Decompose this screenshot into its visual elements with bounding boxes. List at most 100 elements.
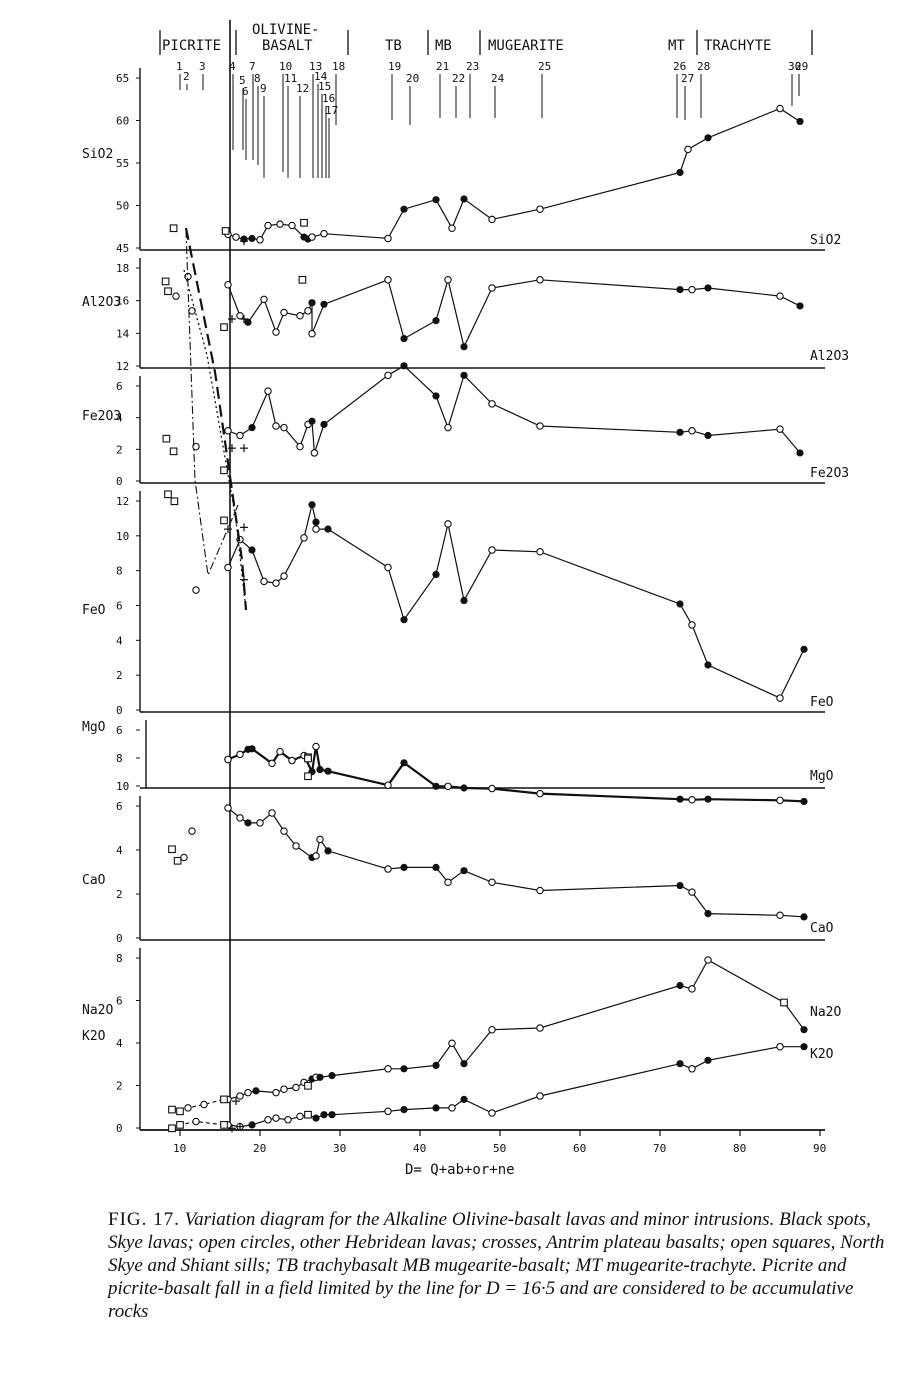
y-tick-label: 0 [116,475,123,488]
filled-point [328,1072,336,1080]
open-point [192,442,200,451]
x-tick-label: 10 [173,1142,186,1155]
open-point [448,1104,456,1112]
open-point [776,1042,784,1051]
square-point [304,754,312,763]
panel-label-right: SiO2 [810,233,841,248]
open-point [776,796,784,805]
filled-point [324,525,332,533]
open-point [304,307,312,315]
open-point [284,1116,292,1124]
filled-point [400,362,408,370]
filled-point [460,784,468,792]
x-tick-label: 30 [333,1142,346,1155]
sample-number: 2 [183,70,190,83]
square-point [170,497,179,506]
y-tick-label: 16 [116,295,129,308]
filled-point [320,1111,328,1119]
y-tick-label: 8 [116,752,123,765]
open-point [300,534,308,542]
open-point [688,285,696,294]
y-tick-label: 10 [116,530,129,543]
sample-number: 23 [466,60,479,73]
rock-group-label: BASALT [262,38,313,54]
filled-point [432,782,440,790]
open-point [444,878,452,886]
filled-point [316,765,324,774]
open-point [280,1085,288,1093]
rock-group-label: MB [435,38,452,54]
x-tick-label: 40 [413,1142,426,1155]
filled-point [432,863,440,872]
sample-number: 26 [673,60,686,73]
panel-label-left: FeO [82,603,106,618]
x-tick-label: 90 [813,1142,826,1155]
filled-point [800,797,808,806]
open-point [272,1088,280,1097]
open-point [312,525,320,533]
open-point [448,1039,456,1048]
filled-point [248,234,256,243]
open-point [272,422,280,430]
picrite-trend-dashdot [185,229,239,578]
square-point [304,1110,312,1119]
open-point [536,886,544,895]
sample-number: 5 [239,74,246,87]
filled-point [704,284,712,292]
filled-point [800,645,808,653]
open-point [272,579,280,587]
square-point [220,323,228,332]
filled-point [800,913,808,921]
panel-label-left: K2O [82,1029,106,1044]
square-point [780,998,788,1007]
open-point [276,220,284,228]
open-point [200,1100,208,1109]
open-point [444,782,452,791]
panel-label-right: MgO [810,769,834,784]
open-point [310,449,319,457]
square-point [176,1107,184,1116]
x-tick-label: 20 [253,1142,266,1155]
open-point [316,835,324,844]
y-tick-label: 0 [116,1122,123,1135]
open-point [280,827,288,835]
square-point [220,466,228,475]
filled-point [432,317,440,325]
filled-point [432,1061,440,1069]
rock-group-label: TB [385,38,402,54]
y-tick-label: 2 [116,669,123,682]
filled-point [432,1104,440,1112]
open-point [684,145,692,154]
open-point [236,814,244,822]
sample-number: 6 [242,85,249,98]
open-point [776,694,784,702]
open-point [280,572,288,580]
y-tick-label: 4 [116,844,123,857]
filled-point [704,795,712,803]
sample-number: 25 [538,60,551,73]
y-tick-label: 14 [116,327,130,340]
y-tick-label: 6 [116,800,123,813]
x-tick-label: 70 [653,1142,666,1155]
square-point [300,218,308,227]
open-point [688,426,696,435]
filled-point [316,1073,324,1081]
open-point [276,747,284,756]
open-point [224,426,232,435]
open-point [488,878,496,886]
x-axis-label: D= Q+ab+or+ne [405,1162,515,1178]
filled-point [704,1056,712,1064]
filled-point [796,302,804,310]
picrite-trend-dashed [184,227,248,611]
open-point [236,1092,244,1100]
filled-point [432,570,440,579]
filled-point [800,1043,808,1051]
sample-number: 19 [388,60,401,73]
filled-point [676,881,684,890]
open-point [384,1107,392,1116]
sample-number: 7 [249,60,256,73]
square-point [161,277,170,286]
sample-number: 13 [309,60,322,73]
sample-number: 11 [284,72,297,85]
filled-point [460,596,468,605]
